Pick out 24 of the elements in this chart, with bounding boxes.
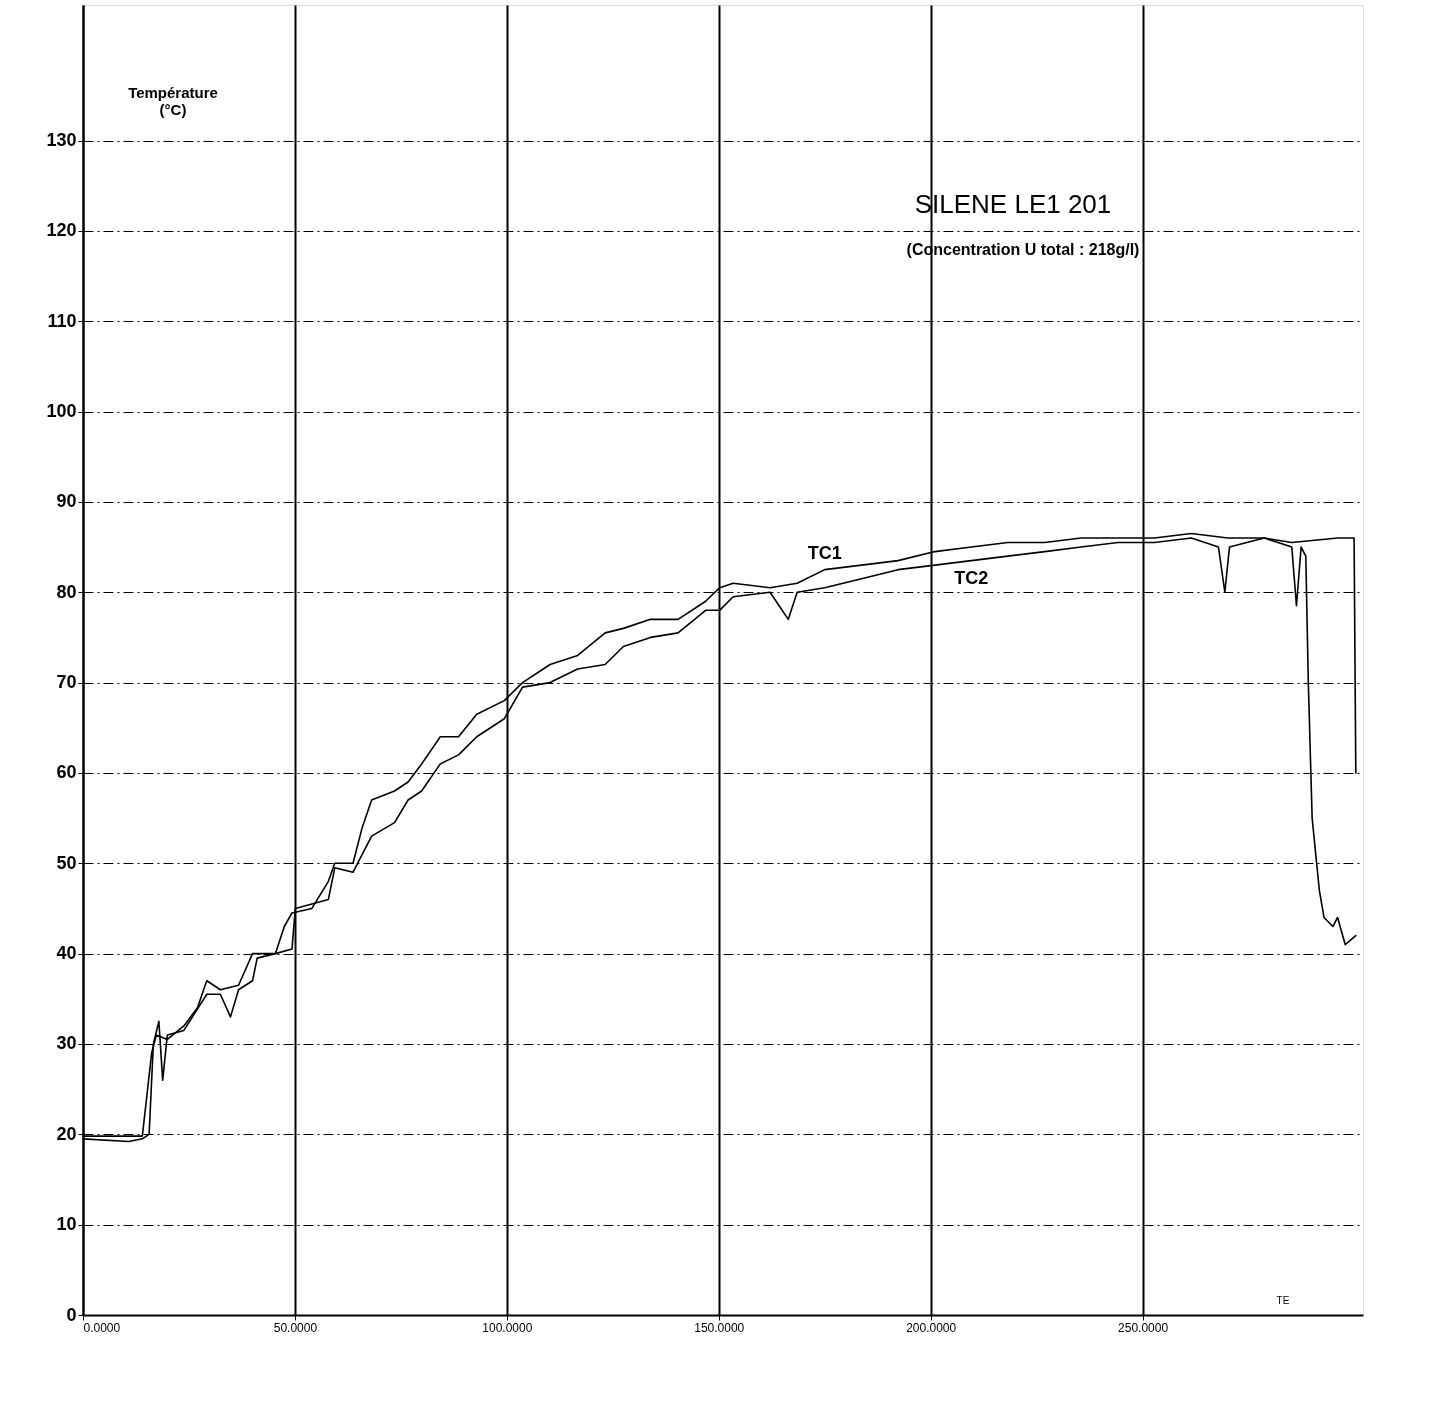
y-tick-label: 130: [46, 130, 77, 151]
series-label: TC2: [954, 567, 989, 588]
y-tick-label: 80: [56, 581, 77, 602]
y-tick-label: 100: [46, 401, 77, 422]
x-tick-label: 250.0000: [1118, 1320, 1169, 1335]
x-tick-label: 150.0000: [694, 1320, 745, 1335]
y-tick-label: 50: [56, 852, 77, 873]
y-tick-label: 10: [56, 1214, 77, 1235]
y-tick-label: 90: [56, 491, 77, 512]
y-tick-label: 20: [56, 1123, 77, 1144]
x-tick-label: 100.0000: [482, 1320, 533, 1335]
y-tick-label: 60: [56, 762, 77, 783]
y-tick-label: 110: [47, 310, 77, 331]
y-tick-label: 70: [56, 672, 77, 693]
y-tick-label: 30: [56, 1033, 77, 1054]
y-tick-label: 120: [46, 220, 77, 241]
y-axis-title: Température (°C): [128, 84, 218, 118]
y-tick-label: 40: [56, 943, 77, 964]
x-tick-label: 200.0000: [906, 1320, 957, 1335]
series-label: TC1: [807, 542, 842, 563]
x-tick-label: 0.0000: [83, 1320, 121, 1335]
y-tick-label: 0: [66, 1304, 77, 1325]
annotation: TE: [1276, 1295, 1290, 1306]
x-tick-label: 50.0000: [273, 1320, 318, 1335]
